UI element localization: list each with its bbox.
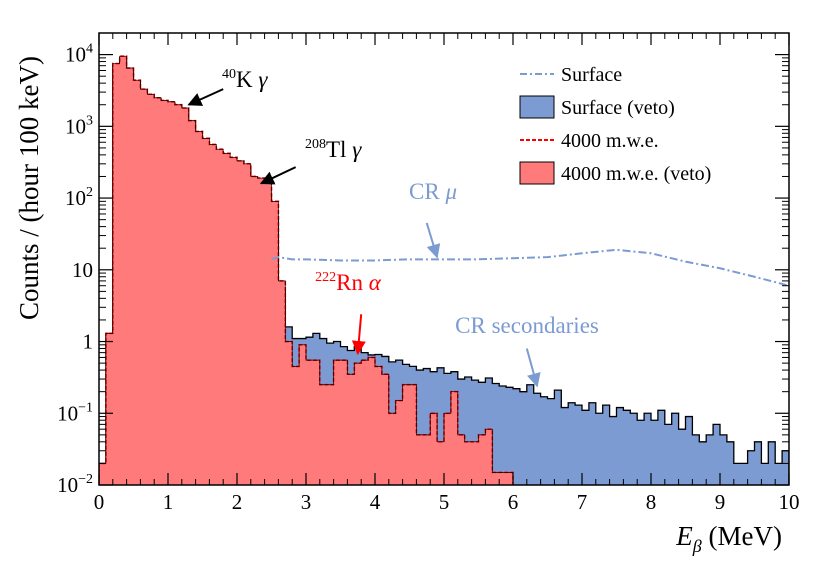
annotation-cr-secondaries-label: CR secondaries [455, 313, 599, 338]
x-tick-label: 6 [508, 490, 519, 514]
mwe-veto-histogram-fill [99, 56, 513, 485]
legend-surface-veto-swatch [519, 95, 555, 119]
y-axis-label: Counts / (hour 100 keV) [14, 56, 44, 320]
annotation-k40-arrow [187, 88, 224, 106]
mwe-veto-histogram-edge [99, 55, 514, 485]
x-tick-label: 7 [577, 490, 588, 514]
x-tick-label: 5 [439, 490, 450, 514]
y-tick-label: 10−2 [57, 472, 93, 497]
surface-line [271, 248, 789, 287]
x-tick-label: 1 [163, 490, 174, 514]
y-tick-label: 10−1 [57, 400, 93, 425]
x-tick-label: 8 [646, 490, 657, 514]
x-tick-label: 4 [370, 490, 381, 514]
x-tick-label: 0 [94, 490, 105, 514]
annotation-cr-mu-label: CR μ [409, 179, 457, 204]
legend-surface-veto-label: Surface (veto) [561, 97, 675, 119]
annotation-tl208-label: 208Tl γ [305, 137, 362, 162]
legend-4000mwe-veto-label: 4000 m.w.e. (veto) [561, 163, 711, 185]
y-tick-label: 1 [83, 330, 94, 354]
annotation-cr-secondaries-arrow [525, 348, 541, 388]
x-tick-label: 3 [301, 490, 312, 514]
annotation-tl208-arrow [259, 166, 297, 185]
y-tick-label: 104 [65, 42, 93, 67]
legend-4000mwe-label: 4000 m.w.e. [561, 130, 659, 152]
x-tick-label: 9 [715, 490, 726, 514]
legend-4000mwe-veto-swatch [519, 161, 555, 185]
annotation-rn222-arrow [351, 314, 366, 355]
y-tick-label: 102 [65, 185, 93, 210]
annotation-k40-label: 40K γ [222, 67, 268, 92]
y-tick-label: 10 [72, 258, 93, 282]
annotation-cr-mu-arrow [425, 222, 441, 259]
y-tick-label: 103 [65, 113, 93, 138]
x-tick-label: 2 [232, 490, 243, 514]
x-tick-label: 10 [779, 490, 800, 514]
annotation-rn222-label: 222Rn α [315, 270, 382, 295]
x-axis-label: Eβ (MeV) [675, 521, 782, 556]
legend-surface-label: Surface [561, 64, 622, 86]
